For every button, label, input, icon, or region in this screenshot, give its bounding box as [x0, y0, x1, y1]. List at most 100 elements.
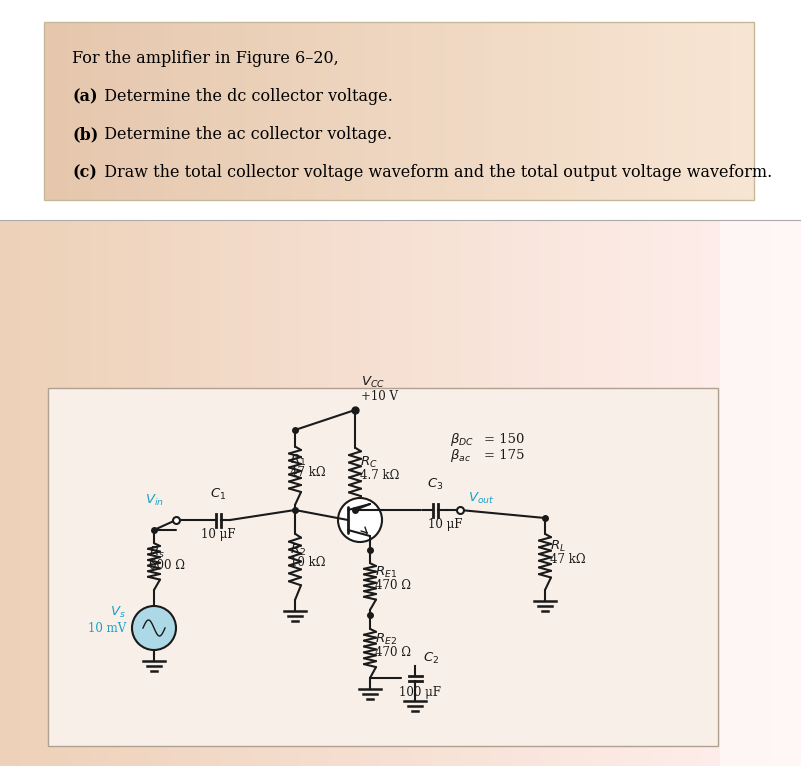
Bar: [681, 220, 692, 766]
Bar: [743, 22, 755, 200]
Bar: [521, 220, 532, 766]
Bar: [70, 220, 81, 766]
Bar: [577, 22, 590, 200]
Bar: [751, 220, 762, 766]
Text: $V_s$: $V_s$: [111, 605, 126, 620]
Bar: [291, 220, 301, 766]
Bar: [470, 22, 483, 200]
Bar: [458, 22, 471, 200]
Text: $R_{E1}$: $R_{E1}$: [375, 565, 397, 580]
Bar: [180, 220, 191, 766]
Bar: [791, 220, 801, 766]
Bar: [360, 220, 372, 766]
Bar: [588, 22, 602, 200]
Bar: [671, 22, 684, 200]
Text: 600 Ω: 600 Ω: [149, 559, 185, 572]
Bar: [761, 220, 772, 766]
Text: 47 kΩ: 47 kΩ: [550, 553, 586, 566]
Bar: [441, 220, 452, 766]
Bar: [151, 22, 163, 200]
Bar: [48, 388, 718, 746]
Bar: [120, 220, 131, 766]
Bar: [200, 220, 211, 766]
Text: Draw the total collector voltage waveform and the total output voltage waveform.: Draw the total collector voltage wavefor…: [94, 164, 772, 181]
Bar: [111, 220, 121, 766]
Bar: [421, 220, 432, 766]
Bar: [40, 220, 51, 766]
Bar: [300, 220, 312, 766]
Bar: [482, 22, 495, 200]
Bar: [399, 22, 412, 200]
Text: (a): (a): [72, 88, 98, 105]
Bar: [220, 220, 231, 766]
Bar: [10, 220, 21, 766]
Bar: [151, 220, 161, 766]
Bar: [659, 22, 672, 200]
Bar: [328, 22, 341, 200]
Bar: [621, 220, 632, 766]
Bar: [331, 220, 341, 766]
Bar: [446, 22, 459, 200]
Bar: [380, 220, 392, 766]
Bar: [624, 22, 637, 200]
Bar: [411, 22, 424, 200]
Bar: [311, 220, 321, 766]
Bar: [340, 22, 352, 200]
Text: 10 kΩ: 10 kΩ: [290, 557, 325, 569]
Bar: [718, 22, 731, 200]
Text: $V_{CC}$: $V_{CC}$: [361, 375, 385, 390]
Bar: [590, 220, 602, 766]
Text: (b): (b): [72, 126, 99, 143]
Bar: [30, 220, 41, 766]
Bar: [100, 220, 111, 766]
Bar: [731, 220, 742, 766]
Text: $\beta_{DC}$: $\beta_{DC}$: [450, 431, 474, 448]
Text: = 175: = 175: [484, 449, 525, 462]
Bar: [191, 220, 201, 766]
Text: 10 μF: 10 μF: [201, 528, 235, 541]
Bar: [0, 220, 11, 766]
Text: 100 μF: 100 μF: [399, 686, 441, 699]
Text: $R_2$: $R_2$: [290, 542, 306, 558]
Text: $R_{E2}$: $R_{E2}$: [375, 631, 397, 647]
Bar: [270, 220, 281, 766]
Bar: [601, 220, 612, 766]
Bar: [600, 22, 613, 200]
Bar: [60, 220, 71, 766]
Bar: [721, 220, 732, 766]
Bar: [231, 220, 241, 766]
Bar: [461, 220, 472, 766]
Bar: [50, 220, 61, 766]
Text: (c): (c): [72, 164, 97, 181]
Text: 47 kΩ: 47 kΩ: [290, 466, 326, 480]
Bar: [641, 220, 652, 766]
Bar: [364, 22, 376, 200]
Text: $C_3$: $C_3$: [427, 477, 443, 492]
Bar: [280, 220, 292, 766]
Text: $R_s$: $R_s$: [149, 545, 165, 560]
Bar: [400, 220, 412, 766]
Bar: [423, 22, 436, 200]
Bar: [387, 22, 400, 200]
Bar: [511, 220, 521, 766]
Bar: [280, 22, 293, 200]
Bar: [541, 22, 553, 200]
Text: 10 mV: 10 mV: [88, 622, 126, 635]
Bar: [683, 22, 696, 200]
Bar: [44, 22, 57, 200]
Bar: [198, 22, 211, 200]
Bar: [250, 220, 261, 766]
Bar: [434, 22, 447, 200]
Bar: [260, 220, 272, 766]
Text: $V_{out}$: $V_{out}$: [468, 491, 494, 506]
Bar: [531, 220, 541, 766]
Bar: [694, 22, 707, 200]
Bar: [352, 22, 364, 200]
Bar: [115, 22, 128, 200]
Bar: [376, 22, 388, 200]
Bar: [79, 22, 92, 200]
Bar: [611, 220, 622, 766]
Bar: [636, 22, 649, 200]
Bar: [210, 220, 221, 766]
Bar: [163, 22, 175, 200]
